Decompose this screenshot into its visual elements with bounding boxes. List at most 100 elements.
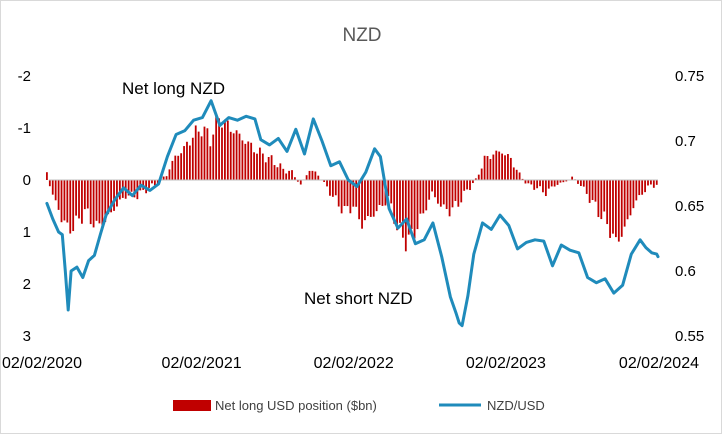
right-axis-tick-label: 0.75: [675, 68, 704, 85]
usd-position-bar: [63, 180, 66, 221]
usd-position-bar: [89, 180, 92, 225]
usd-position-bar: [366, 180, 369, 216]
usd-position-bar: [168, 169, 171, 180]
usd-position-bar: [609, 180, 611, 238]
usd-position-bar: [539, 180, 541, 187]
usd-position-bar: [95, 180, 98, 221]
usd-position-bar: [483, 155, 486, 180]
usd-position-bar: [343, 180, 346, 206]
usd-position-bar: [556, 180, 559, 185]
usd-position-bar: [647, 180, 649, 186]
usd-position-bar: [396, 180, 398, 231]
usd-position-bar: [635, 180, 638, 201]
left-axis-tick-label: 0: [23, 172, 31, 189]
usd-position-bar: [46, 172, 48, 180]
usd-position-bar: [296, 180, 299, 182]
usd-position-bar: [603, 180, 606, 212]
usd-position-bar: [582, 180, 585, 187]
left-axis-ticks: -2 -1 0 1 2 3: [18, 68, 31, 345]
annotation-net-short: Net short NZD: [304, 289, 413, 308]
usd-position-bar: [206, 128, 209, 180]
usd-position-bar: [127, 180, 130, 196]
usd-position-bar: [311, 170, 314, 180]
usd-position-bar: [66, 180, 69, 223]
left-axis-tick-label: -1: [18, 120, 31, 137]
usd-position-bar: [110, 180, 113, 213]
left-axis-tick-label: 3: [23, 328, 31, 345]
usd-position-bar: [171, 160, 174, 180]
usd-position-bar: [544, 180, 547, 197]
usd-position-bar: [294, 177, 296, 180]
usd-position-bar: [329, 180, 331, 196]
usd-position-bar: [151, 180, 153, 184]
usd-position-bar: [180, 153, 183, 180]
right-axis-tick-label: 0.7: [675, 133, 696, 150]
usd-position-bar: [177, 155, 180, 180]
usd-position-bar: [451, 180, 454, 208]
usd-position-bar: [364, 180, 366, 221]
usd-position-bar: [480, 168, 483, 180]
usd-position-bar: [60, 180, 63, 223]
right-axis-tick-label: 0.65: [675, 198, 704, 215]
usd-position-bar: [594, 180, 597, 202]
usd-position-bar: [641, 180, 644, 195]
usd-position-bar: [86, 180, 89, 209]
usd-position-bar: [349, 180, 352, 214]
usd-position-bar: [200, 136, 203, 180]
usd-position-bar: [107, 180, 110, 215]
x-axis-tick-label: 02/02/2023: [466, 355, 546, 372]
usd-position-bar: [422, 180, 425, 214]
usd-position-bar: [81, 180, 83, 224]
usd-position-bar: [521, 178, 524, 180]
usd-position-bar: [162, 176, 165, 180]
usd-position-bar: [256, 153, 258, 180]
usd-position-bar: [454, 180, 457, 201]
usd-position-bar: [355, 180, 358, 207]
usd-position-bar: [241, 140, 244, 180]
nzdusd-line: [45, 99, 660, 328]
x-axis-tick-label: 02/02/2022: [314, 355, 394, 372]
usd-position-bar: [253, 152, 255, 180]
usd-position-bar: [279, 163, 282, 180]
usd-position-bar: [116, 180, 118, 207]
usd-position-bar: [270, 155, 273, 180]
usd-position-bar: [606, 180, 609, 225]
usd-position-bar: [515, 169, 518, 180]
usd-position-bar: [212, 134, 215, 180]
usd-position-bar: [399, 180, 401, 223]
usd-position-bar: [615, 180, 617, 238]
usd-position-bar: [588, 180, 591, 203]
usd-position-bar: [492, 154, 495, 180]
usd-position-bar: [285, 173, 288, 180]
usd-position-bar: [101, 180, 104, 229]
usd-position-bar: [402, 180, 404, 238]
usd-position-bar: [638, 180, 641, 196]
usd-position-bar: [104, 180, 107, 223]
usd-position-bar: [261, 153, 264, 180]
usd-position-bar: [413, 180, 416, 239]
usd-position-bar: [620, 180, 623, 237]
usd-position-bar: [390, 180, 393, 204]
usd-position-bar: [191, 137, 194, 180]
usd-position-bar: [448, 180, 451, 217]
usd-position-bar: [291, 170, 293, 180]
usd-position-bar: [629, 180, 632, 216]
usd-position-bar: [489, 158, 492, 180]
usd-position-bar: [533, 180, 536, 190]
usd-position-bar: [562, 180, 565, 183]
usd-position-bar: [600, 180, 603, 220]
x-axis-tick-label: 02/02/2020: [2, 355, 82, 372]
usd-position-bar: [410, 180, 413, 229]
usd-position-bar: [527, 180, 530, 184]
usd-position-bar: [469, 180, 471, 191]
usd-position-bar: [317, 175, 320, 180]
usd-position-bar: [337, 180, 340, 207]
usd-position-bar: [375, 180, 378, 212]
usd-position-bar: [577, 180, 579, 184]
usd-position-bar: [352, 180, 355, 207]
usd-position-bar: [571, 176, 574, 180]
usd-position-bar: [460, 180, 463, 203]
usd-position-bar: [559, 180, 562, 183]
x-axis-ticks: 02/02/2020 02/02/2021 02/02/2022 02/02/2023…: [2, 355, 699, 372]
usd-position-bar: [238, 133, 241, 180]
